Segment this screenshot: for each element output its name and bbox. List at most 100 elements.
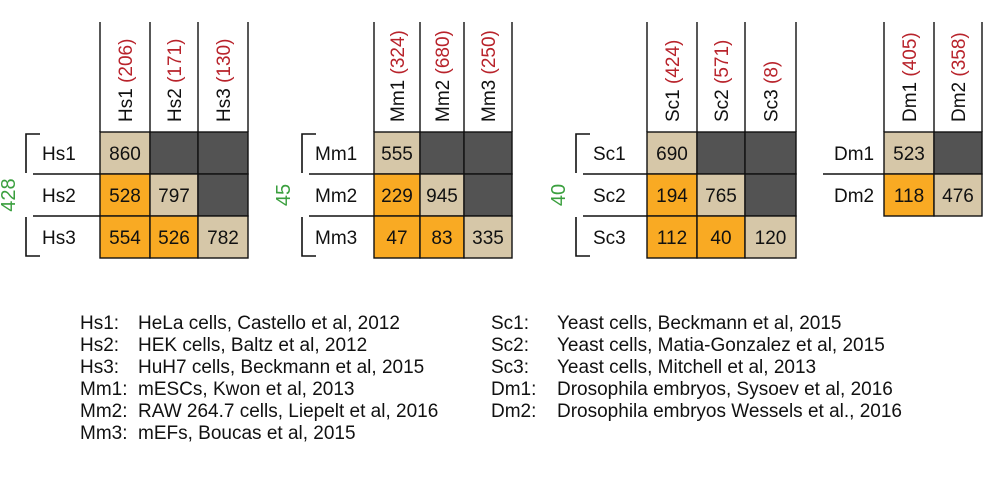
column-header: Dm2 (358): [949, 32, 970, 122]
legend-item: Mm2: RAW 264.7 cells, Liepelt et al, 2016: [80, 401, 438, 423]
cell-value: 765: [705, 186, 737, 207]
column-label: Hs3: [214, 83, 235, 122]
matrix-cell: [646, 215, 698, 259]
matrix-cell: [883, 173, 935, 217]
legend-item: Mm3: mEFs, Boucas et al, 2015: [80, 423, 438, 445]
bracket-gap: [570, 173, 583, 217]
matrix-cell: [696, 215, 746, 259]
column-label: Mm1: [388, 75, 409, 123]
legend-left: Hs1: HeLa cells, Castello et al, 2012 Hs2…: [80, 313, 438, 445]
column-label: Hs2: [165, 83, 186, 122]
matrix-cell: [463, 215, 513, 259]
cell-value: 797: [158, 186, 190, 207]
legend-text: mESCs, Kwon et al, 2013: [138, 379, 355, 400]
cell-value: 83: [431, 228, 452, 249]
cell-value: 555: [381, 144, 413, 165]
legend-code: Sc2:: [491, 335, 530, 356]
cell-value: 229: [381, 186, 413, 207]
row-label: Hs2: [42, 186, 76, 207]
legend-code: Sc1:: [491, 313, 530, 334]
matrix-cell: [149, 215, 199, 259]
cell-value: 690: [656, 144, 688, 165]
cell-value: 554: [109, 228, 141, 249]
legend-code: Dm2:: [491, 401, 537, 422]
matrix-cell: [99, 131, 151, 175]
legend-code: Mm3:: [80, 423, 128, 444]
column-count: (680): [433, 30, 454, 74]
column-header: Sc3 (8): [762, 61, 783, 122]
matrix-cell: [744, 173, 797, 217]
column-count: (250): [479, 30, 500, 74]
row-label: Mm2: [315, 186, 357, 207]
column-label: Sc2: [712, 84, 733, 122]
matrix-cell: [696, 131, 746, 175]
matrix-cell: [419, 131, 465, 175]
bracket-gap: [20, 173, 33, 217]
column-header: Mm1 (324): [388, 30, 409, 122]
legend-text: RAW 264.7 cells, Liepelt et al, 2016: [138, 401, 439, 422]
legend-text: mEFs, Boucas et al, 2015: [138, 423, 356, 444]
matrix-cell: [933, 173, 983, 217]
matrix-cell: [744, 215, 797, 259]
row-label: Hs3: [42, 228, 76, 249]
legend-code: Sc3:: [491, 357, 530, 378]
column-count: (358): [949, 32, 970, 76]
column-header: Hs1 (206): [116, 39, 137, 122]
legend-text: HEK cells, Baltz et al, 2012: [138, 335, 368, 356]
legend-item: Dm1: Drosophila embryos, Sysoev et al, 20…: [491, 379, 902, 401]
cell-value: 782: [207, 228, 239, 249]
column-count: (130): [214, 39, 235, 83]
legend-code: Mm1:: [80, 379, 128, 400]
matrix-cell: [99, 173, 151, 217]
column-count: (571): [712, 40, 733, 84]
legend-item: Mm1: mESCs, Kwon et al, 2013: [80, 379, 438, 401]
column-label: Hs1: [116, 83, 137, 122]
column-label: Dm1: [900, 77, 921, 122]
cell-value: 945: [426, 186, 458, 207]
cell-value: 528: [109, 186, 141, 207]
cell-value: 526: [158, 228, 190, 249]
row-label: Mm3: [315, 228, 357, 249]
legend-code: Dm1:: [491, 379, 537, 400]
legend-item: Dm2: Drosophila embryos Wessels et al., 2…: [491, 401, 902, 423]
matrix-cell: [933, 131, 983, 175]
legend-text: Drosophila embryos Wessels et al., 2016: [557, 401, 902, 422]
row-label: Sc1: [593, 144, 626, 165]
legend-item: Hs2: HEK cells, Baltz et al, 2012: [80, 335, 438, 357]
column-count: (8): [762, 61, 783, 84]
matrix-cell: [419, 215, 465, 259]
legend-code: Hs2:: [80, 335, 120, 356]
row-label: Mm1: [315, 144, 357, 165]
matrix-cell: [696, 173, 746, 217]
column-label: Sc3: [762, 84, 783, 122]
cell-value: 860: [109, 144, 141, 165]
bracket-gap: [296, 173, 309, 217]
cell-value: 47: [386, 228, 407, 249]
row-label: Dm1: [834, 144, 874, 165]
side-value: 428: [0, 178, 20, 211]
column-header: Dm1 (405): [900, 32, 921, 122]
legend-item: Sc3: Yeast cells, Mitchell et al, 2013: [491, 357, 902, 379]
matrix-cell: [463, 173, 513, 217]
legend-item: Hs1: HeLa cells, Castello et al, 2012: [80, 313, 438, 335]
side-value: 40: [548, 184, 570, 206]
overlap-matrices: 860 528 797 554 526 782 Hs1 Hs2 Hs3 Hs1 (206) Hs2 …: [0, 22, 983, 259]
legend-text: Yeast cells, Beckmann et al, 2015: [557, 313, 842, 334]
cell-value: 476: [942, 186, 974, 207]
column-header: Hs3 (130): [214, 39, 235, 122]
legend-text: Yeast cells, Matia-Gonzalez et al, 2015: [557, 335, 885, 356]
column-header: Sc1 (424): [663, 40, 684, 122]
cell-value: 523: [893, 144, 925, 165]
cell-value: 118: [894, 186, 924, 207]
column-header: Mm3 (250): [479, 30, 500, 122]
column-label: Sc1: [663, 84, 684, 122]
legend-code: Mm2:: [80, 401, 128, 422]
column-count: (324): [388, 30, 409, 74]
cell-value: 194: [656, 186, 688, 207]
row-label: Dm2: [834, 186, 874, 207]
cell-value: 335: [472, 228, 504, 249]
legend-item: Sc2: Yeast cells, Matia-Gonzalez et al, 2…: [491, 335, 902, 357]
column-label: Dm2: [949, 77, 970, 122]
legend-text: Drosophila embryos, Sysoev et al, 2016: [557, 379, 893, 400]
matrix-cell: [149, 131, 199, 175]
